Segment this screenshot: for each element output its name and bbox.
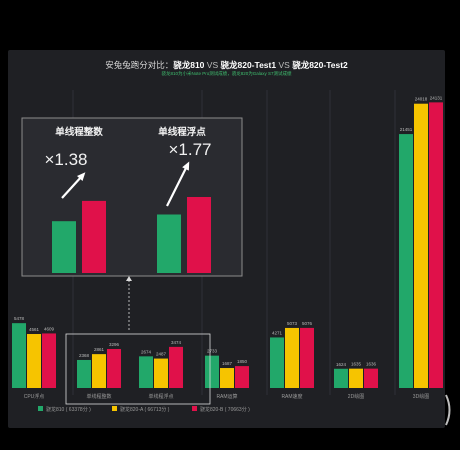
callout-arrowhead	[126, 276, 132, 281]
title-vs-0: VS	[206, 60, 219, 70]
data-label: 4271	[272, 330, 283, 335]
bar	[154, 358, 168, 388]
inset-ratio: ×1.38	[44, 150, 87, 169]
inset-bar	[157, 214, 181, 273]
x-tick-label: 单线程浮点	[148, 393, 173, 400]
data-label: 2487	[156, 352, 167, 357]
title-item-0: 骁龙810	[173, 60, 205, 70]
x-tick-label: CPU浮点	[24, 393, 45, 400]
bar	[220, 368, 234, 388]
x-tick-label: RAM运算	[216, 393, 237, 400]
legend-swatch	[38, 406, 43, 411]
inset-arrow	[166, 165, 188, 207]
data-label: 24131	[430, 95, 443, 100]
title-prefix: 安兔兔跑分对比：	[105, 60, 174, 70]
bar	[12, 323, 26, 388]
title-item-1: 骁龙820-Test1	[220, 60, 277, 70]
x-tick-label: RAM速度	[281, 393, 302, 400]
bar	[92, 354, 106, 388]
data-label: 1636	[366, 362, 377, 367]
legend-swatch	[192, 406, 197, 411]
inset-bar	[82, 200, 106, 273]
inset-label: 单线程整数	[55, 126, 103, 138]
data-label: 5073	[287, 321, 298, 326]
bar	[107, 348, 121, 388]
x-tick-label: 单线程整数	[86, 393, 111, 400]
inset-arrow	[61, 175, 83, 199]
title-vs-1: VS	[278, 60, 290, 70]
data-label: 24018	[415, 97, 428, 102]
bar	[399, 134, 413, 388]
data-label: 3474	[171, 340, 182, 345]
x-tick-label: 3D绘图	[413, 393, 429, 400]
inset-label: 单线程浮点	[158, 126, 206, 138]
bar	[300, 327, 314, 388]
data-label: 21451	[400, 127, 413, 132]
bar	[349, 368, 363, 388]
corner-decoration	[445, 394, 451, 426]
data-label: 1635	[351, 362, 362, 367]
x-tick-label: 2D绘图	[348, 393, 364, 400]
data-label: 1687	[222, 361, 233, 366]
bar	[77, 359, 91, 388]
data-label: 2861	[94, 347, 105, 352]
bar	[205, 355, 219, 388]
bar	[334, 368, 348, 388]
legend-label: 骁龙810 ( 63378分 )	[46, 406, 91, 413]
inset-bar	[187, 197, 211, 273]
bar	[27, 334, 41, 388]
bar	[429, 102, 443, 389]
bar	[414, 103, 428, 388]
legend-swatch	[112, 406, 117, 411]
data-label: 2368	[79, 353, 90, 358]
bar	[270, 337, 284, 388]
inset-bar	[52, 221, 76, 273]
bar	[139, 356, 153, 388]
data-label: 3296	[109, 342, 120, 347]
data-label: 5076	[302, 321, 313, 326]
data-label: 4561	[29, 327, 40, 332]
chart-title: 安兔兔跑分对比：骁龙810 VS 骁龙820-Test1 VS 骁龙820-Te…	[8, 59, 445, 71]
chart-subtitle: 骁龙810为小米Note Pro测试成绩，骁龙820为Galaxy S7测试成绩	[161, 71, 292, 76]
data-label: 5478	[14, 316, 25, 321]
data-label: 4609	[44, 326, 55, 331]
inset-ratio: ×1.77	[168, 140, 211, 159]
inset-arrowhead	[77, 172, 86, 181]
title-item-2: 骁龙820-Test2	[292, 60, 348, 70]
data-label: 2674	[141, 349, 152, 354]
inset-arrowhead	[182, 161, 190, 171]
legend-label: 骁龙820-A ( 66713分 )	[120, 406, 170, 413]
highlight-box	[65, 333, 211, 405]
bar	[285, 327, 299, 388]
bar	[235, 366, 249, 388]
data-label: 2733	[207, 349, 218, 354]
data-label: 1624	[336, 362, 347, 367]
legend-label: 骁龙820-B ( 70663分 )	[200, 406, 250, 413]
inset-panel: 单线程整数 ×1.38 单线程浮点 ×1.77	[21, 117, 243, 277]
data-label: 1850	[237, 359, 248, 364]
bar	[364, 368, 378, 388]
bar	[42, 333, 56, 388]
bar	[169, 346, 183, 388]
